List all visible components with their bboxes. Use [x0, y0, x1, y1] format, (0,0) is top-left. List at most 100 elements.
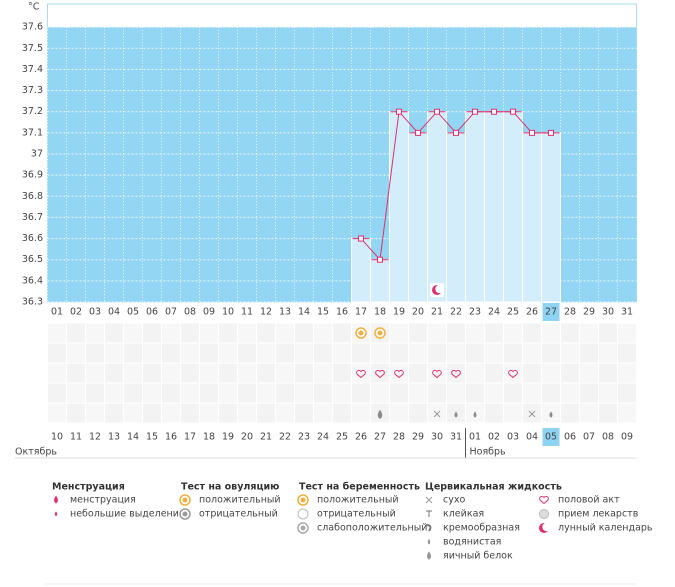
cell [256, 362, 276, 384]
x-tick-label: 27 [545, 307, 557, 318]
x-tick-label: 25 [507, 307, 519, 318]
legend-item: слабоположительный [317, 523, 427, 534]
cell [351, 382, 371, 404]
date-label: 10 [51, 432, 63, 443]
cell [598, 382, 618, 404]
cell [256, 342, 276, 364]
cell [161, 382, 181, 404]
cell [313, 382, 333, 404]
legend-item: водянистая [443, 537, 501, 548]
x-tick-label: 13 [279, 307, 291, 318]
cell [389, 382, 409, 404]
test-dot [377, 330, 383, 336]
temperature-bar [484, 111, 504, 303]
drop-icon [54, 511, 58, 517]
cell [218, 362, 238, 384]
cell [446, 382, 466, 404]
cell [332, 362, 352, 384]
cross-icon [433, 410, 441, 418]
cell [522, 382, 542, 404]
cell [370, 342, 390, 364]
cell [332, 402, 352, 424]
legend-item: менструация [70, 495, 136, 506]
cell [85, 342, 105, 364]
cell [275, 322, 295, 344]
drop-icon [426, 551, 432, 560]
legend-title: Тест на беременность [299, 482, 420, 493]
y-tick-label: 37.4 [22, 64, 43, 75]
cell [541, 362, 561, 384]
date-label: 29 [412, 432, 424, 443]
cell [275, 342, 295, 364]
test-dot [358, 330, 364, 336]
cell [104, 322, 124, 344]
cell [484, 362, 504, 384]
cell [522, 342, 542, 364]
cell [617, 362, 637, 384]
cell [408, 322, 428, 344]
date-label: 18 [203, 432, 215, 443]
legend-item: яичный белок [443, 551, 513, 562]
x-tick-label: 01 [51, 307, 63, 318]
cell [560, 362, 580, 384]
legend-item: прием лекарств [558, 509, 639, 520]
cell [522, 402, 542, 424]
cell [294, 342, 314, 364]
y-tick-label: 37.2 [22, 106, 43, 117]
x-tick-label: 20 [412, 307, 424, 318]
cell [503, 322, 523, 344]
x-tick-label: 29 [583, 307, 595, 318]
temperature-point [377, 256, 383, 263]
temperature-point [529, 129, 535, 136]
x-tick-label: 19 [393, 307, 405, 318]
test-dot [182, 511, 188, 517]
date-label: 31 [450, 432, 462, 443]
test-dot [300, 497, 306, 503]
date-label: 05 [545, 432, 557, 443]
current-date-box [542, 428, 560, 446]
cell [199, 342, 219, 364]
temperature-bar [522, 132, 542, 303]
cell [256, 322, 276, 344]
drop-icon [549, 411, 553, 418]
heart-icon [394, 369, 404, 379]
cell [218, 402, 238, 424]
date-label: 04 [526, 432, 538, 443]
cell [446, 362, 466, 384]
cell [104, 362, 124, 384]
y-tick-label: 36.5 [22, 254, 43, 265]
y-tick-label: 36.7 [22, 212, 43, 223]
x-tick-label: 04 [108, 307, 120, 318]
date-label: 30 [431, 432, 443, 443]
cell [332, 382, 352, 404]
test-icon [297, 508, 309, 520]
cell [484, 342, 504, 364]
x-tick-label: 06 [146, 307, 158, 318]
cell [180, 342, 200, 364]
cell [389, 362, 409, 384]
x-tick-label: 16 [336, 307, 348, 318]
cell [427, 322, 447, 344]
legend-title: Менструация [52, 482, 125, 493]
heart-icon [432, 369, 442, 379]
cell [47, 402, 67, 424]
cell [484, 402, 504, 424]
temperature-bar [503, 111, 523, 303]
temperature-bar [389, 111, 409, 303]
date-label: 14 [127, 432, 139, 443]
cell [598, 342, 618, 364]
cell [237, 342, 257, 364]
date-label: 23 [298, 432, 310, 443]
date-label: 21 [260, 432, 272, 443]
x-tick-label: 09 [203, 307, 215, 318]
cell [465, 382, 485, 404]
temperature-point [434, 108, 440, 115]
cell [237, 382, 257, 404]
cell [142, 402, 162, 424]
cell [465, 342, 485, 364]
temperature-bar [370, 259, 390, 303]
date-label: 09 [621, 432, 633, 443]
x-tick-label: 21 [431, 307, 443, 318]
cell [47, 322, 67, 344]
